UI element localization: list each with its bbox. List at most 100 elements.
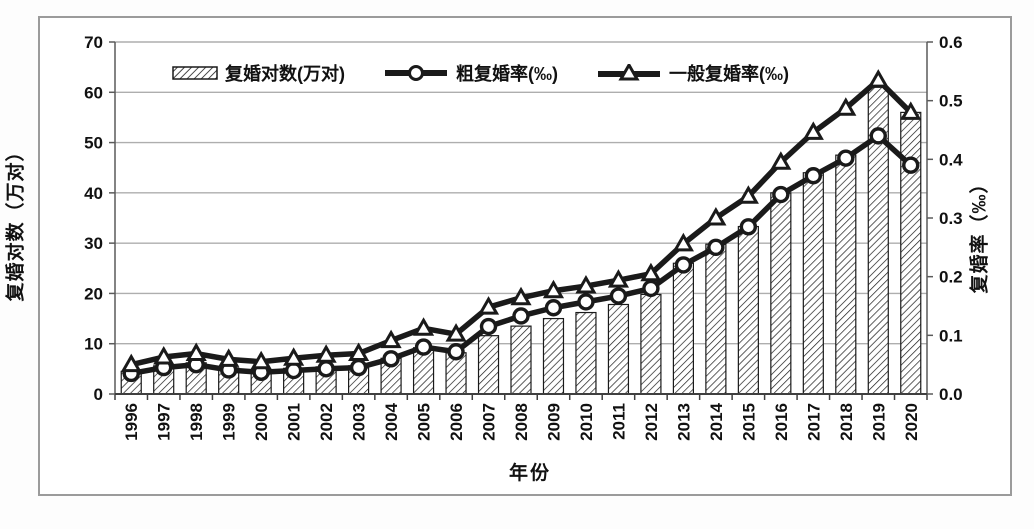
left-tick-label: 40	[84, 184, 103, 203]
circle-marker-2002	[317, 360, 335, 378]
left-tick-label: 10	[84, 335, 103, 354]
triangle-marker-2013	[672, 232, 694, 252]
triangle-marker-2018	[835, 97, 857, 116]
circle-marker-2013	[674, 256, 693, 274]
right-tick-label: 0.0	[939, 385, 963, 404]
year-label-2005: 2005	[415, 403, 434, 441]
bar-2009	[542, 317, 565, 395]
triangle-marker-2002	[315, 344, 337, 363]
year-label-2016: 2016	[772, 403, 791, 441]
legend-item-bars: 复婚对数(万对)	[172, 60, 345, 86]
circle-marker-2016	[772, 185, 790, 204]
left-tick-label: 70	[84, 33, 103, 52]
year-label-2020: 2020	[902, 403, 921, 441]
legend-label-crude-rate: 粗复婚率(‰)	[456, 64, 558, 84]
triangle-marker-2019	[867, 69, 889, 88]
year-label-2000: 2000	[252, 403, 271, 441]
triangle-marker-1996	[120, 353, 142, 373]
year-label-2011: 2011	[609, 403, 628, 440]
triangle-marker-2015	[737, 185, 759, 204]
triangle-marker-1998	[185, 342, 207, 362]
x-axis-title: 年份	[508, 463, 551, 484]
circle-marker-2008	[512, 307, 530, 325]
year-label-1999: 1999	[220, 403, 239, 441]
left-axis-title: 复婚对数（万对）	[5, 141, 27, 302]
right-tick-label: 0.3	[939, 209, 963, 228]
bar-2008	[510, 325, 532, 395]
left-tick-label: 60	[84, 83, 103, 102]
bar-2020	[900, 111, 922, 395]
circle-marker-2012	[642, 279, 660, 298]
circle-marker-2009	[544, 299, 563, 317]
year-label-2009: 2009	[544, 403, 563, 441]
bar-2010	[575, 311, 597, 395]
year-label-2001: 2001	[285, 403, 304, 441]
bar-2018	[835, 154, 857, 395]
triangle-marker-2008	[510, 286, 532, 306]
triangle-marker-2016	[770, 151, 792, 170]
left-tick-label: 30	[84, 234, 103, 253]
circle-marker-2005	[414, 338, 433, 356]
triangle-marker-2020	[900, 101, 922, 120]
triangle-marker-2010	[575, 275, 597, 294]
triangle-marker-2000	[250, 350, 272, 370]
circle-marker-2015	[739, 218, 758, 236]
year-label-2017: 2017	[804, 403, 823, 441]
year-label-2003: 2003	[350, 403, 369, 441]
left-tick-label: 0	[94, 385, 103, 404]
triangle-marker-2001	[283, 347, 305, 366]
triangle-marker-2009	[542, 279, 565, 299]
circle-marker-2003	[349, 358, 368, 377]
right-tick-label: 0.1	[939, 326, 963, 345]
chart-legend: 复婚对数(万对) 粗复婚率(‰) 一般复婚率(‰)	[172, 60, 789, 86]
bar-2017	[802, 172, 824, 395]
triangle-marker-2011	[607, 269, 630, 288]
year-label-2004: 2004	[382, 402, 401, 440]
bar-2015	[737, 225, 759, 395]
year-label-1998: 1998	[187, 403, 206, 441]
right-tick-label: 0.5	[939, 92, 963, 111]
triangle-marker-2007	[477, 296, 500, 315]
year-label-2013: 2013	[674, 403, 693, 441]
circle-marker-2004	[382, 350, 400, 368]
triangle-marker-2012	[640, 262, 662, 282]
left-tick-label: 50	[84, 134, 103, 153]
triangle-marker-2003	[348, 342, 370, 362]
circle-marker-2011	[609, 287, 628, 305]
year-label-1996: 1996	[122, 403, 141, 441]
circle-marker-2019	[869, 127, 887, 145]
circle-marker-2006	[447, 343, 465, 361]
legend-item-general-rate: 一般复婚率(‰)	[596, 60, 789, 86]
legend-label-bars: 复婚对数(万对)	[225, 64, 345, 84]
right-tick-label: 0.2	[939, 268, 963, 287]
year-label-2019: 2019	[869, 403, 888, 441]
right-tick-label: 0.6	[939, 33, 963, 52]
year-label-2012: 2012	[642, 403, 661, 441]
triangle-marker-2014	[705, 206, 727, 226]
bar-2014	[705, 243, 727, 395]
circle-marker-2020	[902, 156, 920, 174]
right-tick-label: 0.4	[939, 150, 963, 169]
legend-label-general-rate: 一般复婚率(‰)	[669, 64, 789, 84]
bar-2016	[770, 192, 792, 395]
triangle-marker-2005	[412, 317, 435, 336]
year-label-2018: 2018	[837, 403, 856, 441]
year-label-2008: 2008	[512, 403, 531, 441]
year-label-2007: 2007	[480, 403, 499, 441]
year-label-2006: 2006	[447, 403, 466, 441]
triangle-marker-2004	[380, 329, 402, 349]
circle-marker-2007	[479, 317, 498, 336]
year-label-2010: 2010	[577, 403, 596, 441]
left-tick-label: 20	[84, 284, 103, 303]
bar-2012	[640, 293, 662, 395]
legend-item-crude-rate: 粗复婚率(‰)	[383, 60, 558, 86]
bar-2013	[672, 262, 695, 395]
year-label-1997: 1997	[155, 403, 174, 441]
triangle-marker-1999	[218, 348, 240, 367]
bar-2007	[477, 335, 500, 395]
circle-marker-2010	[577, 293, 595, 311]
crude-rate-swatch	[385, 65, 447, 81]
year-label-2014: 2014	[707, 402, 726, 440]
